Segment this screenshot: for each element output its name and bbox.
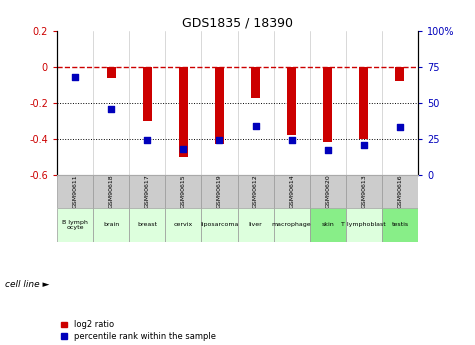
Bar: [382, 175, 418, 208]
Text: GSM90613: GSM90613: [361, 175, 366, 208]
Text: GSM90615: GSM90615: [181, 175, 186, 208]
Point: [71, 74, 79, 80]
Point: [252, 123, 259, 129]
Text: macrophage: macrophage: [272, 222, 312, 227]
Text: cervix: cervix: [174, 222, 193, 227]
Bar: [143, 67, 152, 121]
Text: GSM90616: GSM90616: [398, 175, 402, 208]
Bar: [346, 175, 382, 208]
Text: GSM90614: GSM90614: [289, 175, 294, 208]
Text: GSM90612: GSM90612: [253, 175, 258, 208]
Text: B lymph
ocyte: B lymph ocyte: [62, 220, 88, 230]
Bar: [93, 208, 129, 242]
Bar: [201, 208, 238, 242]
Text: breast: breast: [137, 222, 157, 227]
Bar: [57, 208, 93, 242]
Bar: [274, 175, 310, 208]
Text: skin: skin: [322, 222, 334, 227]
Text: testis: testis: [391, 222, 408, 227]
Text: cell line ►: cell line ►: [5, 280, 49, 289]
Legend: log2 ratio, percentile rank within the sample: log2 ratio, percentile rank within the s…: [61, 321, 216, 341]
Bar: [274, 208, 310, 242]
Point: [107, 106, 115, 111]
Bar: [323, 67, 332, 142]
Point: [288, 138, 295, 143]
Bar: [382, 208, 418, 242]
Text: liver: liver: [249, 222, 262, 227]
Bar: [360, 67, 369, 139]
Text: GSM90620: GSM90620: [325, 175, 330, 208]
Bar: [179, 67, 188, 157]
Bar: [165, 208, 201, 242]
Text: brain: brain: [103, 222, 119, 227]
Bar: [165, 175, 201, 208]
Text: T lymphoblast: T lymphoblast: [342, 222, 386, 227]
Bar: [129, 208, 165, 242]
Bar: [215, 67, 224, 144]
Bar: [310, 175, 346, 208]
Bar: [395, 67, 404, 81]
Bar: [201, 175, 238, 208]
Point: [216, 138, 223, 143]
Title: GDS1835 / 18390: GDS1835 / 18390: [182, 17, 293, 30]
Bar: [106, 67, 116, 78]
Bar: [238, 208, 274, 242]
Point: [180, 146, 187, 152]
Text: GSM90619: GSM90619: [217, 175, 222, 208]
Text: GSM90611: GSM90611: [73, 175, 77, 208]
Bar: [93, 175, 129, 208]
Point: [360, 142, 368, 147]
Bar: [287, 67, 296, 135]
Text: liposarcoma: liposarcoma: [200, 222, 238, 227]
Bar: [238, 175, 274, 208]
Point: [396, 125, 404, 130]
Bar: [346, 208, 382, 242]
Point: [324, 148, 332, 153]
Bar: [57, 175, 93, 208]
Bar: [129, 175, 165, 208]
Text: GSM90618: GSM90618: [109, 175, 114, 208]
Point: [143, 138, 151, 143]
Text: GSM90617: GSM90617: [145, 175, 150, 208]
Bar: [310, 208, 346, 242]
Bar: [251, 67, 260, 98]
